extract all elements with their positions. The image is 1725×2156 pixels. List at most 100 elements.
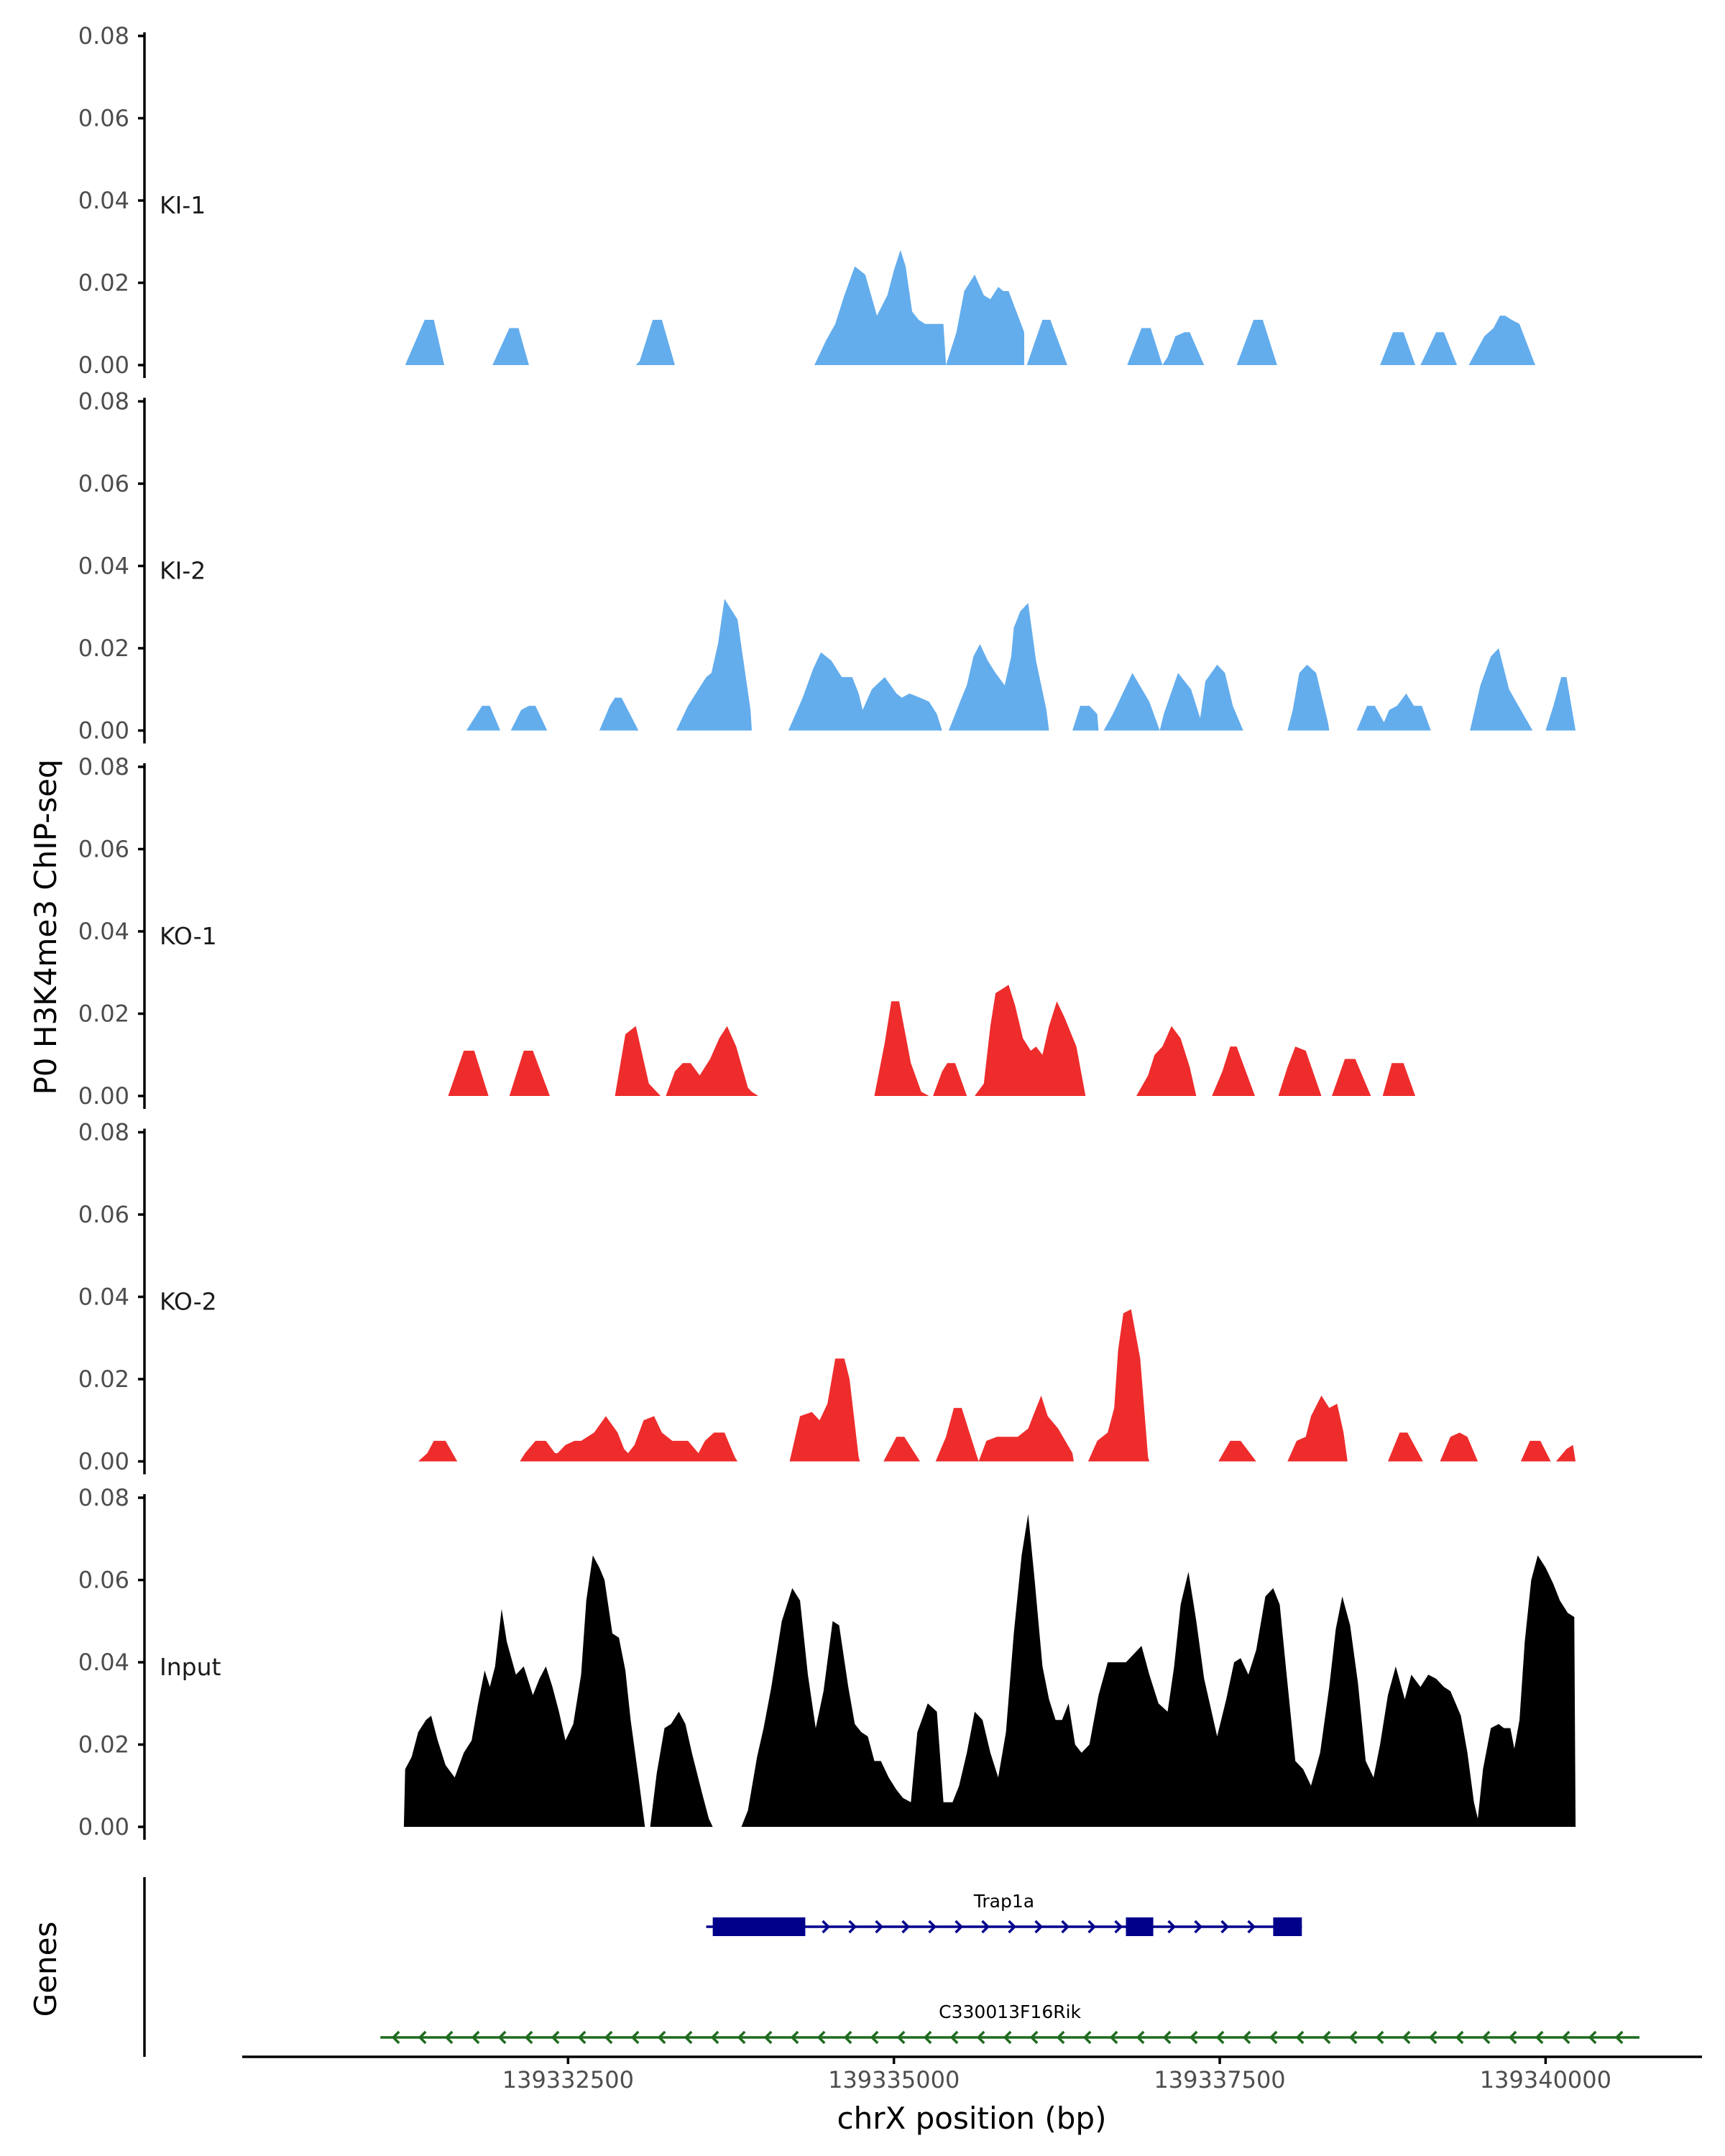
- y-tick-label: 0.04: [78, 187, 129, 214]
- strand-arrow: [524, 2030, 533, 2045]
- gene-trap1a: Trap1a: [706, 1891, 1302, 1936]
- strand-arrow: [1029, 2030, 1039, 2045]
- signal-peak: [403, 1555, 645, 1827]
- track-label: KO-2: [160, 1288, 217, 1316]
- strand-arrow: [684, 2030, 693, 2045]
- signal-peak: [405, 320, 445, 365]
- strand-arrow: [1242, 2030, 1251, 2045]
- strand-arrow: [1194, 1920, 1203, 1934]
- exon: [1273, 1917, 1302, 1936]
- strand-arrow: [1087, 1920, 1097, 1934]
- signal-peak: [1026, 320, 1067, 365]
- y-tick-label: 0.06: [78, 1201, 129, 1228]
- strand-arrow: [391, 2030, 400, 2045]
- strand-arrow: [1167, 1920, 1177, 1934]
- signal-peak: [1287, 1395, 1348, 1462]
- signal-peak: [635, 320, 675, 365]
- strand-arrow: [1295, 2030, 1305, 2045]
- y-tick-label: 0.06: [78, 1567, 129, 1594]
- strand-arrow: [444, 2030, 454, 2045]
- strand-arrow: [1428, 2030, 1438, 2045]
- strand-arrow: [1061, 1920, 1070, 1934]
- signal-peak: [1382, 1063, 1416, 1096]
- signal-peak: [1520, 1440, 1551, 1462]
- gene-label: Trap1a: [973, 1891, 1034, 1912]
- y-tick-label: 0.00: [78, 717, 129, 745]
- signal-peak: [466, 706, 501, 731]
- strand-arrow: [657, 2030, 666, 2045]
- y-tick-label: 0.08: [78, 22, 129, 50]
- signal-peak: [418, 1440, 458, 1462]
- strand-arrow: [843, 2030, 852, 2045]
- strand-arrow: [1247, 1920, 1256, 1934]
- tracks-layer: 0.00 0.02 0.04 0.06 0.08 KI-1 0.00 0.02 0.04 0.06…: [78, 22, 1576, 1841]
- signal-peak: [1287, 664, 1330, 731]
- strand-arrow: [875, 1920, 884, 1934]
- track-label: KI-2: [160, 557, 206, 585]
- track-ko-1: 0.00 0.02 0.04 0.06 0.08 KO-1: [78, 753, 1416, 1110]
- strand-arrow: [710, 2030, 719, 2045]
- strand-arrow: [1220, 1920, 1230, 1934]
- strand-arrow: [1114, 1920, 1123, 1934]
- y-tick-label: 0.04: [78, 1284, 129, 1311]
- signal-peak: [1420, 332, 1458, 365]
- y-tick-label: 0.04: [78, 553, 129, 580]
- signal-peak: [510, 706, 548, 731]
- y-tick-label: 0.00: [78, 351, 129, 379]
- y-tick-label: 0.06: [78, 470, 129, 497]
- exon: [712, 1917, 806, 1936]
- strand-arrow: [928, 1920, 937, 1934]
- strand-arrow: [1162, 2030, 1172, 2045]
- signal-peak: [814, 249, 947, 365]
- signal-peak: [1072, 706, 1099, 731]
- strand-arrow: [1402, 2030, 1411, 2045]
- y-tick-label: 0.00: [78, 1082, 129, 1110]
- strand-arrow: [630, 2030, 640, 2045]
- signal-peak: [1278, 1046, 1322, 1096]
- strand-arrow: [604, 2030, 613, 2045]
- track-ki-2: 0.00 0.02 0.04 0.06 0.08 KI-2: [78, 388, 1576, 745]
- signal-peak: [1218, 1440, 1256, 1462]
- signal-peak: [789, 1358, 860, 1462]
- gene-label: C330013F16Rik: [939, 2001, 1081, 2022]
- signal-peak: [1470, 648, 1533, 731]
- signal-peak: [1380, 332, 1416, 365]
- strand-arrow: [1003, 2030, 1012, 2045]
- strand-arrow: [1455, 2030, 1464, 2045]
- signal-peak: [948, 603, 1049, 731]
- strand-arrow: [1588, 2030, 1597, 2045]
- track-label: KI-1: [160, 191, 206, 219]
- signal-peak: [1103, 664, 1243, 731]
- strand-arrow: [1056, 2030, 1065, 2045]
- signal-peak: [615, 1026, 661, 1096]
- y-tick-label: 0.02: [78, 635, 129, 662]
- y-tick-label: 0.02: [78, 1365, 129, 1393]
- strand-arrow: [1535, 2030, 1544, 2045]
- signal-peak: [975, 985, 1086, 1096]
- signal-peak: [666, 1026, 759, 1096]
- signal-peak: [1545, 677, 1576, 731]
- strand-arrow: [418, 2030, 427, 2045]
- signal-peak: [935, 1395, 1074, 1462]
- track-label: Input: [160, 1653, 221, 1681]
- y-tick-label: 0.04: [78, 918, 129, 945]
- x-tick-label: 139337500: [1154, 2066, 1285, 2093]
- signal-peak: [599, 697, 639, 731]
- signal-peak: [1468, 315, 1535, 365]
- y-axis-title: P0 H3K4me3 ChIP-seq: [28, 759, 63, 1095]
- strand-arrow: [1189, 2030, 1198, 2045]
- y-tick-label: 0.00: [78, 1448, 129, 1475]
- signal-peak: [874, 1001, 929, 1096]
- y-tick-label: 0.04: [78, 1649, 129, 1676]
- signal-peak: [448, 1051, 489, 1096]
- signal-peak: [1388, 1432, 1423, 1462]
- signal-peak: [883, 1437, 920, 1462]
- signal-peak: [509, 1051, 550, 1096]
- signal-peak: [788, 652, 942, 731]
- signal-peak: [650, 1711, 713, 1827]
- signal-peak: [676, 599, 752, 731]
- signal-peak: [1332, 1059, 1371, 1096]
- signal-peak: [1212, 1046, 1255, 1096]
- x-tick-label: 139332500: [502, 2066, 634, 2093]
